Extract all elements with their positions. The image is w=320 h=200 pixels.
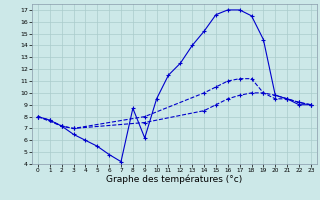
X-axis label: Graphe des températures (°c): Graphe des températures (°c) <box>106 175 243 184</box>
